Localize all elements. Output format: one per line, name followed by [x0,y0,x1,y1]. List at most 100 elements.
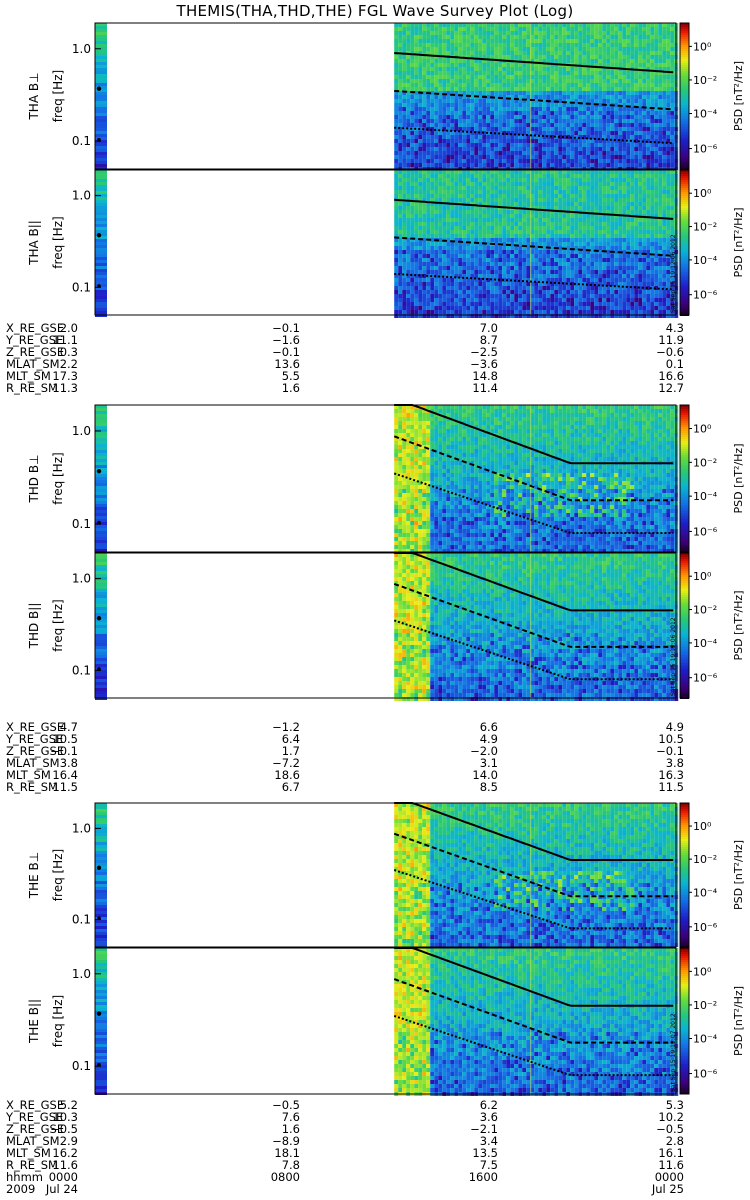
panel-label: THE B|| [27,999,41,1044]
colorbar-tick-label: 10⁻⁴ [693,254,718,267]
ephemeris-value: 6.6 [479,720,498,734]
ephemeris-row: Y_RE_GSE 10.3 7.6 3.6 10.2 [0,1110,720,1124]
ephemeris-value: 11.5 [658,780,684,794]
ephemeris-label: MLAT_SM [6,357,60,371]
colorbar-tick-label: 10⁻⁶ [693,525,718,538]
ephemeris-label: Y_RE_GSE [6,333,64,347]
ephemeris-value: 11.5 [52,780,78,794]
colorbar-tick-label: 10⁰ [693,820,712,833]
ephemeris-value: 2.8 [665,1134,684,1148]
ephemeris-value: 3.6 [479,1110,498,1124]
ephemeris-row: X_RE_GSE 5.2 −0.5 6.2 5.3 [0,1098,720,1112]
y-axis-label: freq [Hz] [51,452,65,504]
panel-frame [94,404,677,553]
colorbar-tick-label: 10⁰ [693,423,712,436]
y-tick-label: 0.1 [72,663,91,677]
colorbar-frame [679,947,690,1095]
ephemeris-value: 18.1 [274,1146,300,1160]
colorbar: 10⁰ 10⁻² 10⁻⁴ 10⁻⁶ PSD [nT²/Hz] [679,22,745,170]
time-row-label: hhmm [6,1170,43,1184]
colorbar-tick-label: 10⁻⁶ [693,921,718,934]
ephemeris-value: 2.0 [59,321,78,335]
ephemeris-value: 3.8 [59,756,78,770]
ephemeris-value: −2.5 [470,345,498,359]
y-tick-label: 1.0 [72,572,91,586]
ephemeris-label: X_RE_GSE [6,720,65,734]
time-tick-label: 0800 [270,1170,300,1184]
ephemeris-row: Y_RE_GSE 11.1 −1.6 8.7 11.9 [0,333,720,347]
colorbar: 10⁰ 10⁻² 10⁻⁴ 10⁻⁶ PSD [nT²/Hz] [679,404,745,553]
timestamp-stamp: Sat Sep 15 19:12:07 2012 [670,1013,677,1092]
y-tick-label: 0.1 [72,1059,91,1073]
ephemeris-row: R_RE_SM 11.5 6.7 8.5 11.5 [0,780,720,794]
panel-thd-par: 1.0 0.1 THD B|| freq [Hz] 10⁰ 10⁻² 10⁻⁴ 10⁻⁶ PSD… [27,552,745,701]
colorbar-label: PSD [nT²/Hz] [732,590,745,660]
spectrogram-start-strip [95,803,107,947]
ephemeris-value: −1.2 [272,720,300,734]
panel-frame [94,947,677,1095]
panel-frame [94,552,677,699]
ephemeris-row: Z_RE_GSE −0.1 1.7 −2.0 −0.1 [0,744,720,758]
ephemeris-value: −0.1 [272,345,300,359]
spectrogram-cells [394,553,679,701]
date-tick-label: Jul 25 [651,1182,684,1196]
ephemeris-value: 10.3 [52,1110,78,1124]
ephemeris-value: 13.6 [274,357,300,371]
ephemeris-label: MLT_SM [6,1146,51,1160]
ephemeris-value: 8.5 [479,780,498,794]
ephemeris-value: 2.2 [59,357,78,371]
ephemeris-label: R_RE_SM [6,780,58,794]
panel-frame [94,169,677,316]
ephemeris-row: MLAT_SM 3.8 −7.2 3.1 3.8 [0,756,720,770]
panel-thd-perp: 1.0 0.1 THD B⊥ freq [Hz] 10⁰ 10⁻² 10⁻⁴ 10⁻⁶ PSD … [27,404,745,553]
curve-start-marker [96,616,102,621]
gyro-frequency-curve [393,869,674,930]
colorbar-tick-label: 10⁻⁴ [693,490,718,503]
panel-label: THA B|| [27,220,41,266]
colorbar-tick-label: 10⁻⁴ [693,637,718,650]
ephemeris-value: 5.3 [665,1098,684,1112]
colorbar-label: PSD [nT²/Hz] [732,207,745,277]
gyro-frequency-curve [393,472,674,534]
gyro-frequency-curve [394,404,674,465]
ephemeris-row: X_RE_GSE 2.0 −0.1 7.0 4.3 [0,321,720,335]
panel-frame [94,802,677,948]
ephemeris-value: 3.8 [665,756,684,770]
time-date-row: 2009 Jul 24 Jul 25 [0,1182,720,1196]
gyro-frequency-curve [394,198,674,220]
ephemeris-label: Z_RE_GSE [6,1122,65,1136]
ephemeris-row: Y_RE_GSE 10.5 6.4 4.9 10.5 [0,732,720,746]
ephemeris-value: −0.1 [272,321,300,335]
ephemeris-value: 7.8 [281,1158,300,1172]
ephemeris-label: R_RE_SM [6,381,58,395]
ephemeris-value: 11.4 [472,381,498,395]
ephemeris-row: MLT_SM 16.4 18.6 14.0 16.3 [0,768,720,782]
colorbar-tick-label: 10⁻² [693,221,717,234]
ephemeris-row: MLAT_SM 2.9 −8.9 3.4 2.8 [0,1134,720,1148]
timestamp-stamp: Sat Sep 15 19:12:06 2012 [670,234,677,313]
colorbar-frame [679,552,690,699]
ephemeris-value: 3.1 [479,756,498,770]
ephemeris-value: −0.1 [50,744,78,758]
ephemeris-value: 10.5 [658,732,684,746]
spectrogram-start-strip [95,405,107,552]
colorbar-tick-label: 10⁻⁶ [693,289,718,302]
ephemeris-value: 11.6 [658,1158,684,1172]
ephemeris-value: −0.5 [50,1122,78,1136]
gyro-frequency-curve [394,52,674,74]
ephemeris-label: X_RE_GSE [6,321,65,335]
ephemeris-value: 16.3 [658,768,684,782]
colorbar-tick-label: 10⁻⁴ [693,886,718,899]
ephemeris-value: 10.5 [52,732,78,746]
ephemeris-label: MLAT_SM [6,756,60,770]
ephemeris-value: 6.4 [281,732,300,746]
panel-the-perp: 1.0 0.1 THE B⊥ freq [Hz] 10⁰ 10⁻² 10⁻⁴ 10⁻⁶ PSD … [27,802,745,948]
y-axis-label: freq [Hz] [51,849,65,901]
ephemeris-value: 11.1 [52,333,78,347]
ephemeris-value: 7.0 [479,321,498,335]
y-tick-label: 1.0 [72,424,91,438]
ephemeris-label: MLT_SM [6,369,51,383]
spectrogram-start-strip [95,948,107,1095]
spectrogram-cells [394,170,679,318]
